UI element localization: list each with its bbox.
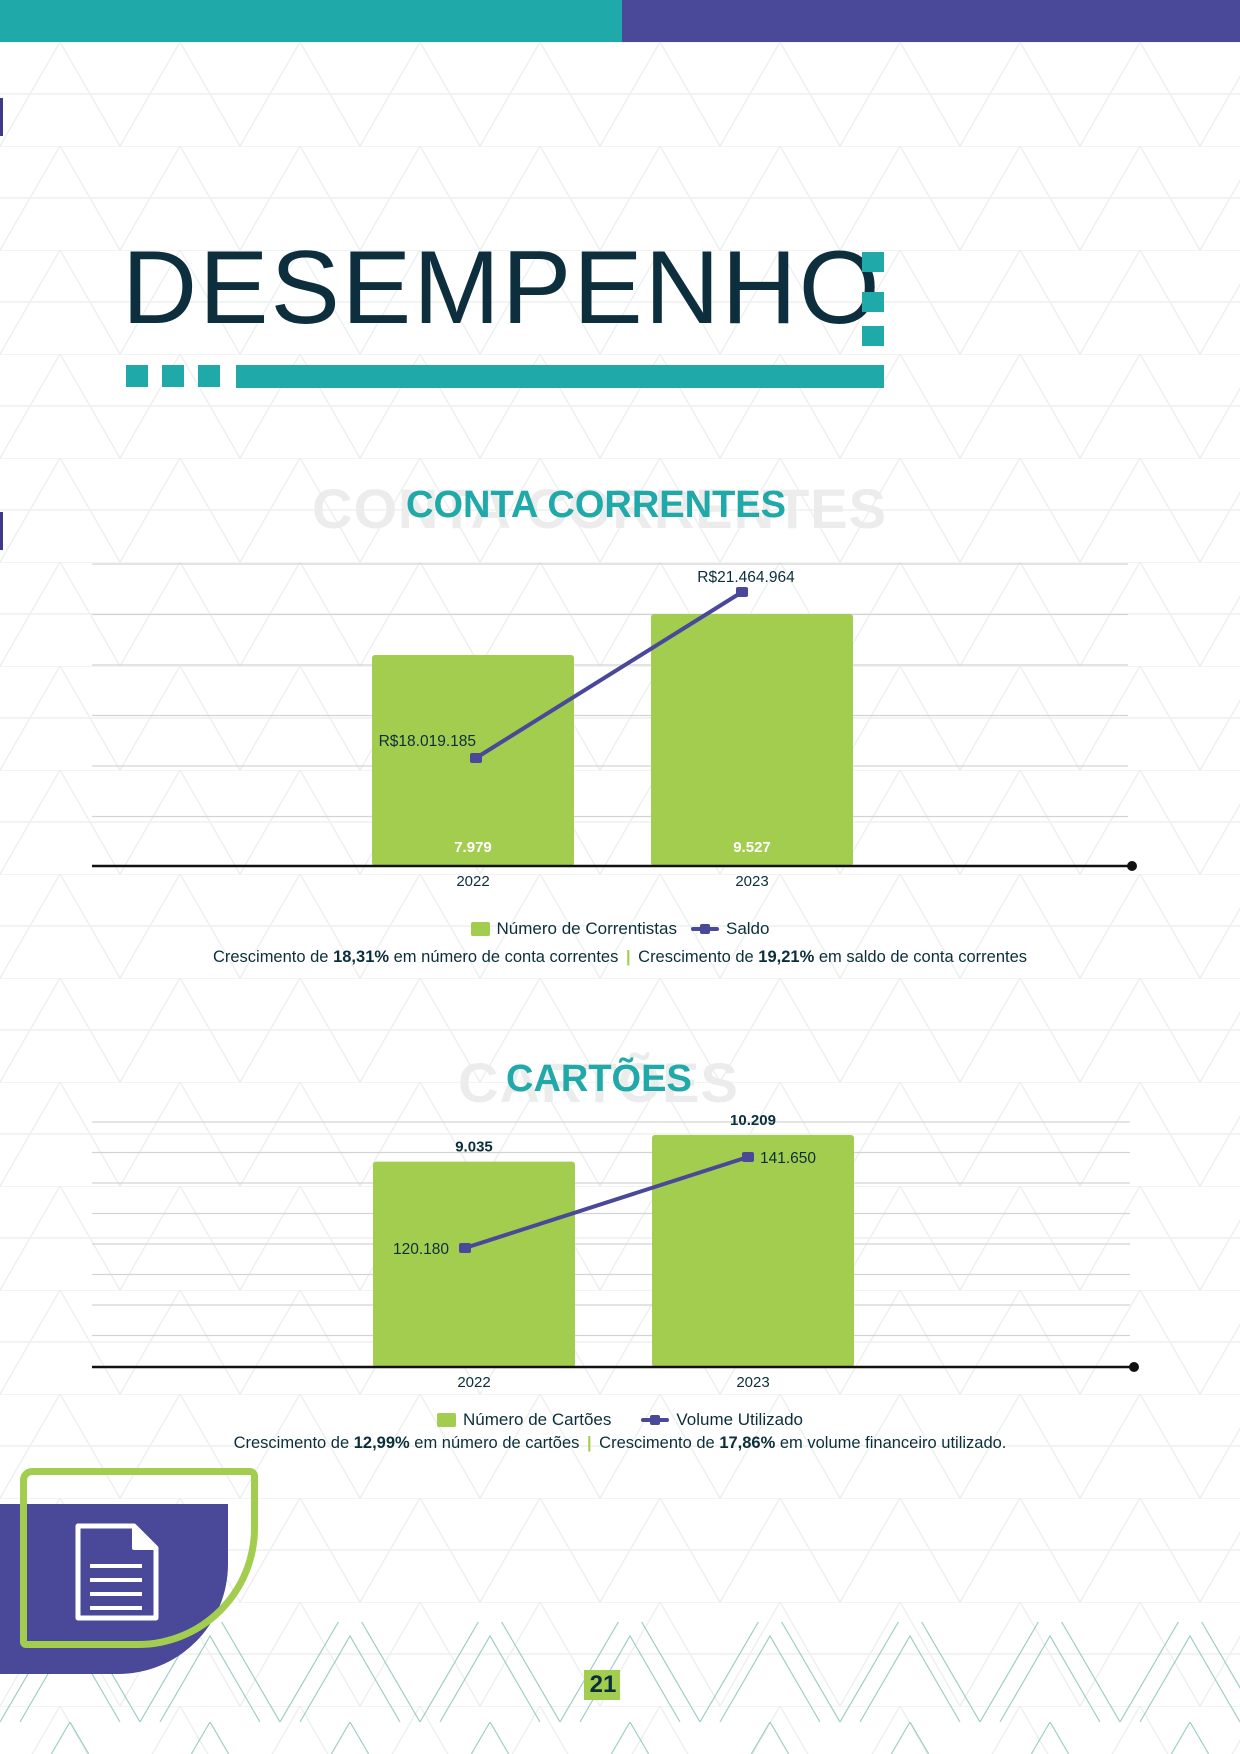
legend-label-line: Volume Utilizado [676,1410,803,1429]
growth-text: Crescimento de [594,1434,720,1452]
line-point [470,753,482,763]
x-tick-label: 2023 [736,1374,769,1391]
section-title-shadow: CARTÕES [458,1051,739,1114]
x-axis-end-dot [1127,861,1137,871]
heading-dot [862,292,884,312]
series-line-saldo [474,590,744,760]
bar-value-label: 10.209 [730,1112,776,1129]
legend-cartoes: Número de Cartões Volume Utilizado [0,1410,1240,1430]
line-value-label: 141.650 [760,1150,816,1167]
bar-value-label: 9.527 [733,839,771,856]
growth-text: em volume financeiro utilizado. [775,1434,1007,1452]
growth-percent: 17,86% [719,1434,776,1452]
line-point [736,587,748,597]
x-axis-end-dot [1129,1362,1139,1372]
heading-dot [862,326,884,346]
bar-n-mero-de-cart-es-2022 [373,1161,575,1367]
legend-label-bar: Número de Correntistas [496,919,677,938]
legend-conta-correntes: Número de Correntistas Saldo [0,919,1240,939]
x-tick-label: 2022 [457,1374,490,1391]
legend-swatch-bar [437,1413,457,1427]
legend-swatch-line [641,1415,670,1425]
x-tick-label: 2023 [735,873,768,890]
chart-cartoes: 9.035 2022 10.209 2023 120.180 141.650 [0,1108,1240,1400]
growth-percent: 12,99% [353,1434,410,1452]
section-title-conta-correntes: CONTA CORRENTES [406,484,786,526]
page-heading: DESEMPENHO [122,230,882,346]
bar-value-label: 7.979 [454,839,492,856]
line-value-label: 120.180 [393,1241,449,1258]
page-number: 21 [589,1671,617,1698]
chart-conta-correntes-svg: 7.979 2022 9.527 2023 R$18.019.185 R$21.464.9… [92,563,1137,890]
bar-n-mero-de-cart-es-2023 [652,1135,854,1367]
legend-label-line: Saldo [725,919,770,938]
legend-label-bar: Número de Cartões [463,1410,612,1429]
legend-swatch-line [690,924,719,934]
growth-text: Crescimento de [633,948,759,966]
growth-percent: 19,21% [758,948,815,966]
heading-dot [162,365,184,387]
legend-swatch-bar [470,922,490,936]
growth-percent: 18,31% [333,948,390,966]
bar-n-mero-de-correntistas-2023 [651,614,853,866]
line-point [459,1243,471,1253]
growth-text-conta-correntes: Crescimento de 18,31% em número de conta… [0,948,1240,967]
growth-text: em saldo de conta correntes [814,948,1028,966]
top-band-purple [622,0,1240,42]
heading-dot [862,252,884,272]
x-tick-label: 2022 [456,873,489,890]
legend-item-line: Volume Utilizado [641,1410,803,1430]
growth-text-cartoes: Crescimento de 12,99% em número de cartõ… [0,1434,1240,1453]
section-title-cartoes: CARTÕES [506,1058,692,1100]
line-point [742,1152,754,1162]
growth-text: em número de conta correntes [389,948,619,966]
growth-separator: | [586,1434,592,1452]
chart-cartoes-svg: 9.035 2022 10.209 2023 120.180 141.650 [92,1112,1139,1391]
growth-separator: | [625,948,631,966]
growth-text: Crescimento de [212,948,334,966]
background-pattern [0,42,1240,1754]
top-band-teal [0,0,622,42]
heading-underline [236,365,884,388]
section-title-shadow: CONTA CORRENTES [312,477,887,540]
heading-dot [126,365,148,387]
growth-text: Crescimento de [233,1434,354,1452]
document-icon [75,1523,159,1621]
legend-item-line: Saldo [690,919,770,939]
legend-item-bar: Número de Correntistas [470,919,677,939]
chart-conta-correntes: 7.979 2022 9.527 2023 R$18.019.185 R$21.464.9… [0,560,1240,900]
growth-text: em número de cartões [409,1434,580,1452]
bar-value-label: 9.035 [455,1139,493,1156]
legend-item-bar: Número de Cartões [437,1410,611,1430]
page-number-highlight [584,1670,620,1700]
line-value-label: R$18.019.185 [379,733,476,750]
line-value-label: R$21.464.964 [697,569,795,586]
series-line-volume-utilizado [464,1155,749,1250]
heading-dot [198,365,220,387]
